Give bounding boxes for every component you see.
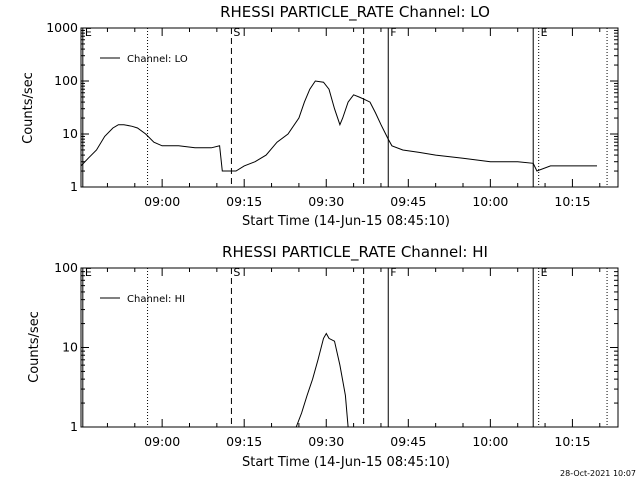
hi-x-tick-label: 09:45: [390, 434, 426, 449]
lo-channel-panel: RHESSI PARTICLE_RATE Channel: LO Start T…: [21, 3, 619, 229]
hi-x-tick-label: 09:00: [144, 434, 180, 449]
lo-event-marker-label: E: [85, 26, 92, 39]
lo-plot-frame: [80, 27, 619, 188]
hi-x-axis-label: Start Time (14-Jun-15 08:45:10): [242, 455, 450, 470]
hi-chart-title: RHESSI PARTICLE_RATE Channel: HI: [222, 243, 488, 262]
hi-legend-label: Channel: HI: [127, 294, 185, 305]
hi-event-marker-label: S: [233, 266, 240, 279]
lo-x-tick-label: 09:45: [390, 194, 426, 209]
hi-plot-frame: [80, 267, 619, 428]
hi-series-line: [295, 332, 349, 427]
hi-y-tick-label: 1: [70, 419, 78, 434]
hi-x-tick-label: 09:30: [308, 434, 344, 449]
lo-y-tick-label: 10: [62, 126, 78, 141]
hi-y-axis-label: Counts/sec: [27, 311, 42, 383]
lo-y-tick-label: 1000: [46, 20, 78, 35]
lo-x-tick-label: 09:00: [144, 194, 180, 209]
lo-x-tick-label: 09:30: [308, 194, 344, 209]
hi-channel-panel: RHESSI PARTICLE_RATE Channel: HI Start T…: [27, 243, 619, 470]
lo-event-marker-label: F: [390, 26, 396, 39]
lo-x-tick-label: 10:00: [472, 194, 508, 209]
hi-event-marker-label: E: [85, 266, 92, 279]
lo-x-tick-label: 10:15: [554, 194, 590, 209]
hi-y-tick-label: 10: [62, 340, 78, 355]
lo-legend-label: Channel: LO: [127, 54, 188, 65]
lo-event-marker-label: E: [541, 26, 548, 39]
lo-x-axis-label: Start Time (14-Jun-15 08:45:10): [242, 214, 450, 229]
lo-y-tick-label: 1: [70, 179, 78, 194]
hi-x-tick-label: 10:00: [472, 434, 508, 449]
hi-x-tick-label: 10:15: [554, 434, 590, 449]
lo-series-line: [81, 80, 597, 172]
lo-event-marker-label: S: [233, 26, 240, 39]
hi-y-tick-label: 100: [54, 260, 78, 275]
lo-x-tick-label: 09:15: [226, 194, 262, 209]
hi-event-marker-label: F: [390, 266, 396, 279]
lo-y-tick-label: 100: [54, 73, 78, 88]
lo-chart-title: RHESSI PARTICLE_RATE Channel: LO: [220, 3, 490, 22]
hi-x-tick-label: 09:15: [226, 434, 262, 449]
lo-y-axis-label: Counts/sec: [21, 72, 36, 144]
hi-event-marker-label: E: [541, 266, 548, 279]
render-timestamp: 28-Oct-2021 10:07: [560, 469, 636, 478]
